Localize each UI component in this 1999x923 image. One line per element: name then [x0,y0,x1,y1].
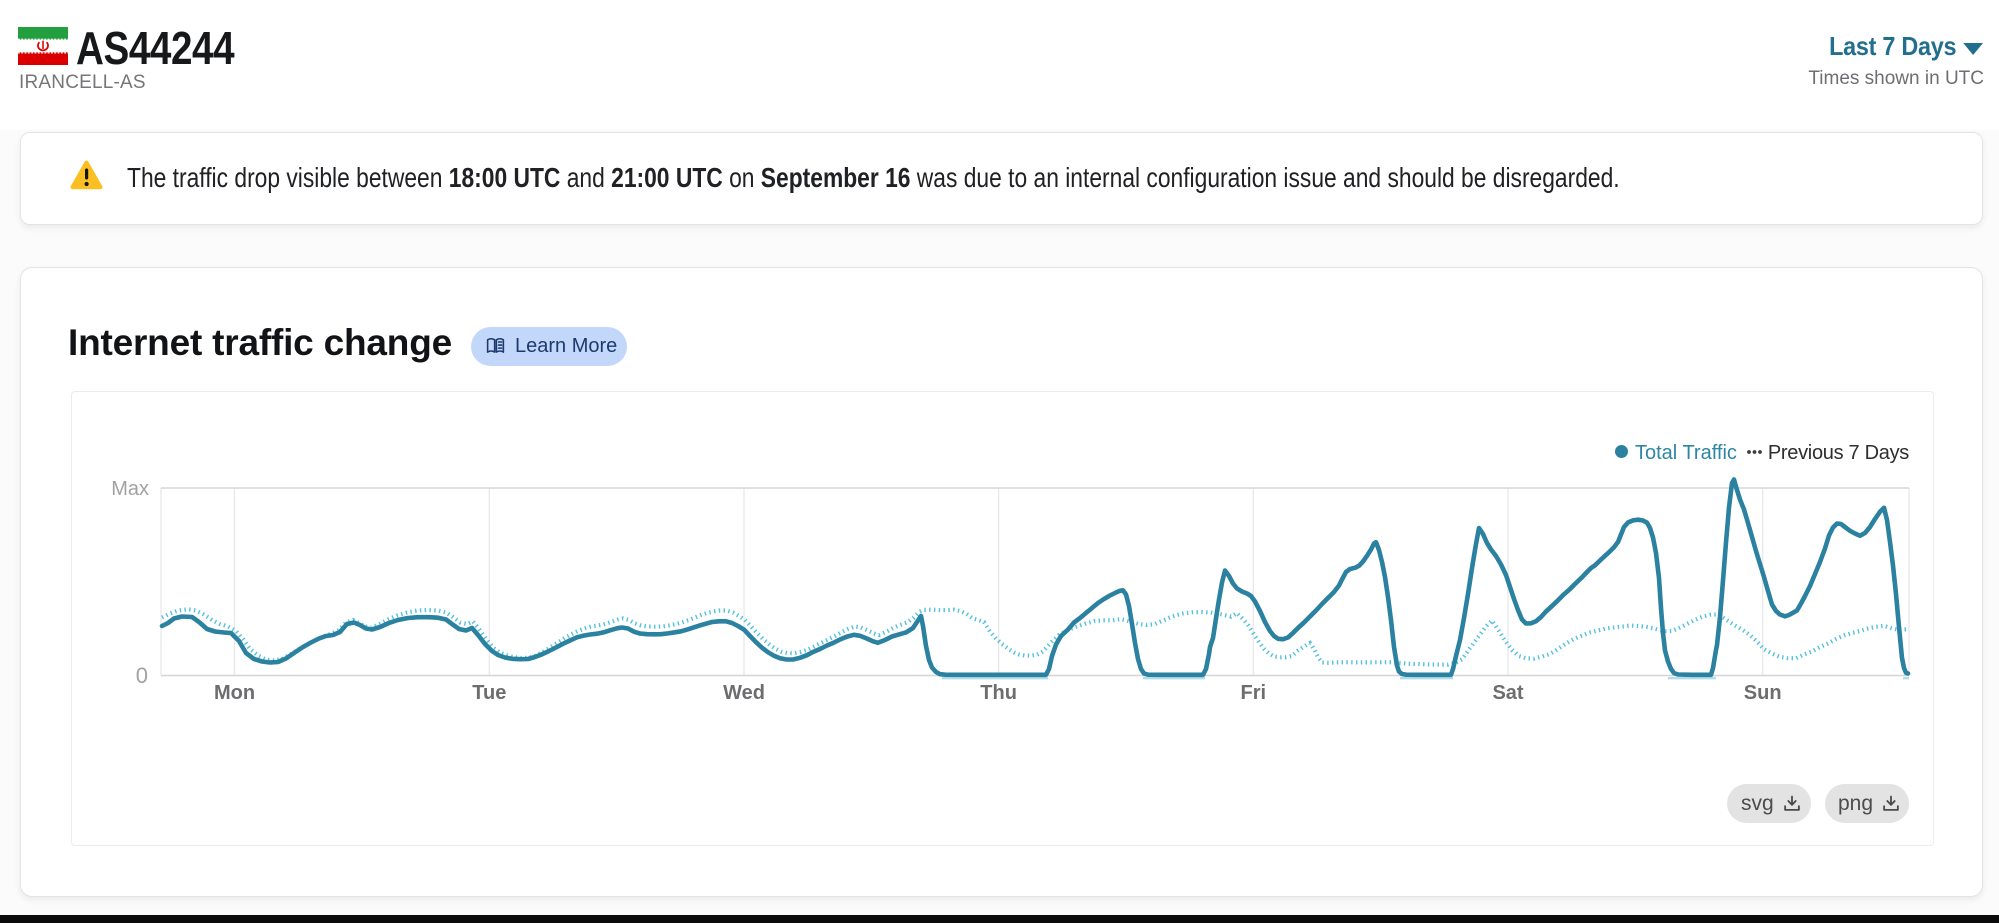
svg-text:Tue: Tue [472,682,506,704]
svg-text:Fri: Fri [1241,682,1267,704]
svg-text:Sun: Sun [1744,682,1782,704]
svg-text:Previous 7 Days: Previous 7 Days [1768,442,1909,464]
svg-text:Sat: Sat [1492,682,1523,704]
svg-text:Wed: Wed [723,682,765,704]
svg-text:Mon: Mon [214,682,255,704]
svg-text:Total Traffic: Total Traffic [1635,442,1737,464]
svg-text:0: 0 [136,663,148,688]
svg-text:Max: Max [111,478,149,500]
svg-text:Thu: Thu [980,682,1017,704]
